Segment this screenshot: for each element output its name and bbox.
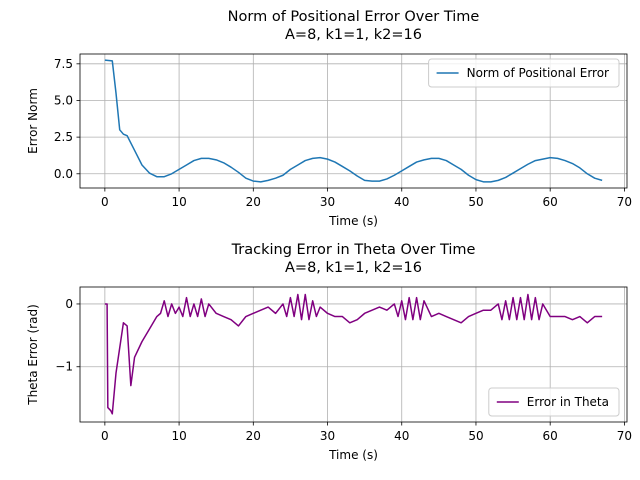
legend-label: Norm of Positional Error: [467, 66, 609, 80]
y-tick-label: 2.5: [54, 130, 73, 144]
y-axis-label: Theta Error (rad): [26, 304, 40, 406]
x-tick-label: 40: [394, 195, 409, 209]
legend: Norm of Positional Error: [428, 58, 620, 88]
y-tick-label: 0: [65, 297, 73, 311]
x-tick-label: 30: [320, 429, 335, 443]
legend-box: [428, 58, 620, 88]
y-tick-label: 0.0: [54, 167, 73, 181]
x-tick-label: 60: [543, 429, 558, 443]
axes-frame: [79, 286, 628, 423]
x-axis-label: Time (s): [328, 448, 378, 462]
legend: Error in Theta: [488, 387, 620, 417]
legend-label: Error in Theta: [527, 395, 609, 409]
legend-box: [488, 387, 620, 417]
chart-title: Norm of Positional Error Over Time: [228, 9, 480, 25]
x-tick-label: 30: [320, 195, 335, 209]
x-tick-label: 60: [543, 195, 558, 209]
data-line: [104, 293, 603, 415]
x-tick-label: 40: [394, 429, 409, 443]
chart-subtitle: A=8, k1=1, k2=16: [285, 260, 422, 276]
y-tick-label: 5.0: [54, 93, 73, 107]
x-tick-label: 0: [101, 429, 109, 443]
y-axis-label: Error Norm: [26, 88, 40, 154]
x-tick-label: 20: [246, 195, 261, 209]
chart-title: Tracking Error in Theta Over Time: [231, 242, 476, 258]
chart-subtitle: A=8, k1=1, k2=16: [285, 27, 422, 43]
x-axis-label: Time (s): [328, 214, 378, 228]
x-tick-label: 50: [468, 429, 483, 443]
x-tick-label: 20: [246, 429, 261, 443]
x-tick-label: 70: [617, 429, 632, 443]
y-tick-label: 7.5: [54, 57, 73, 71]
x-tick-label: 10: [171, 195, 186, 209]
y-tick-label: −1: [55, 360, 73, 374]
x-tick-label: 0: [101, 195, 109, 209]
axes-frame: [79, 53, 628, 189]
x-tick-label: 50: [468, 195, 483, 209]
x-tick-label: 10: [171, 429, 186, 443]
x-tick-label: 70: [617, 195, 632, 209]
data-line: [104, 59, 603, 183]
